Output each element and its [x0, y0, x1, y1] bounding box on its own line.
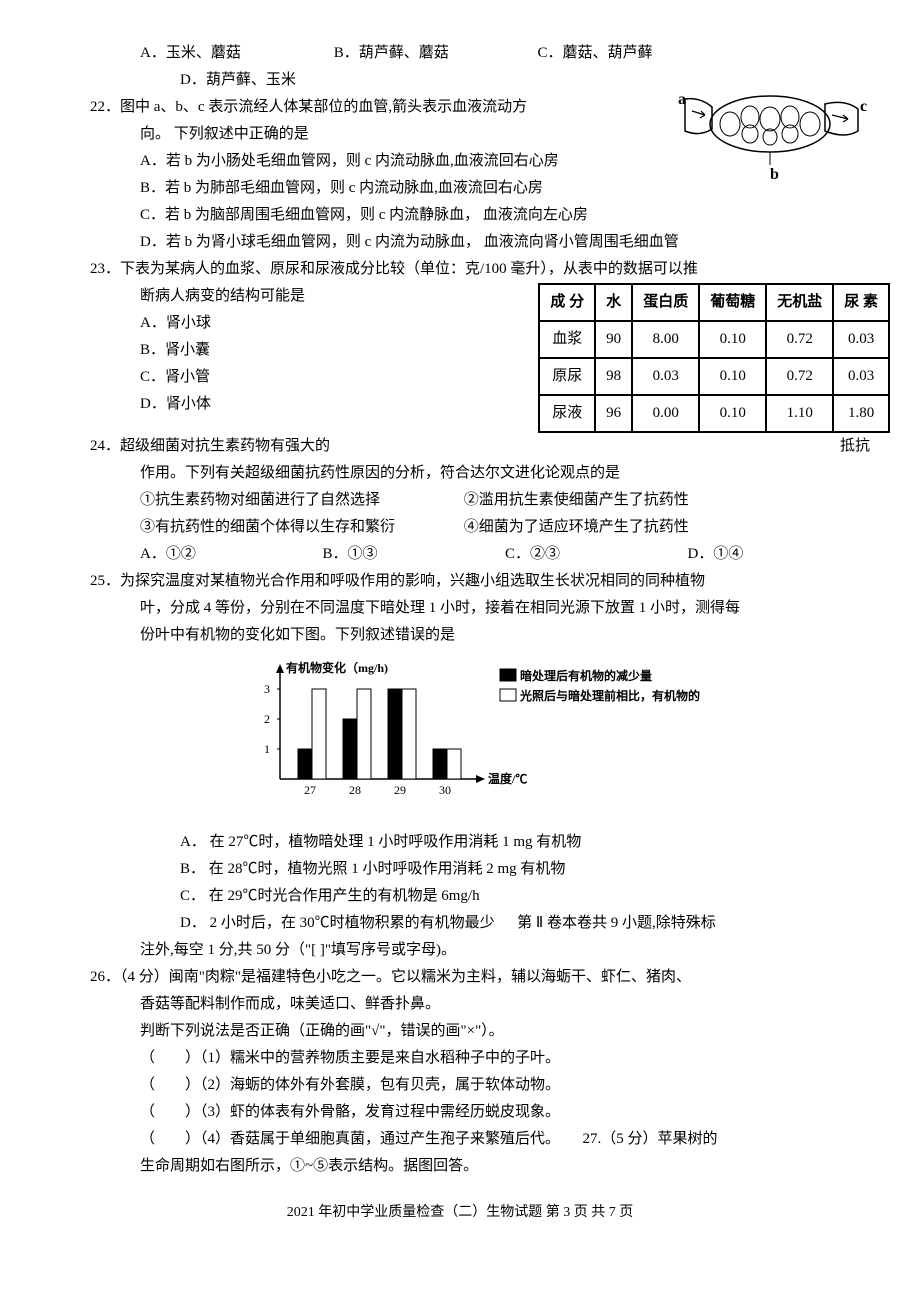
- q25-opt-b: B． 在 28℃时，植物光照 1 小时呼吸作用消耗 2 mg 有机物: [50, 856, 870, 883]
- q25-opt-d: D． 2 小时后，在 30℃时植物积累的有机物最少: [180, 915, 495, 931]
- cell: 尿液: [539, 395, 595, 432]
- q25-stem2: 叶，分成 4 等份，分别在不同温度下暗处理 1 小时，接着在相同光源下放置 1 …: [50, 595, 870, 622]
- svg-text:2: 2: [264, 712, 270, 726]
- svg-text:30: 30: [439, 783, 451, 797]
- legend1: 暗处理后有机物的减少量: [520, 668, 652, 683]
- table-row: 成 分 水 蛋白质 葡萄糖 无机盐 尿 素: [539, 284, 889, 321]
- q22-opt-d: D．若 b 为肾小球毛细血管网，则 c 内流为动脉血， 血液流向肾小管周围毛细血…: [50, 229, 870, 256]
- q24: 24．超级细菌对抗生素药物有强大的 抵抗 作用。下列有关超级细菌抗药性原因的分析…: [50, 433, 870, 568]
- cell: 0.10: [699, 321, 766, 358]
- svg-text:29: 29: [394, 783, 406, 797]
- q26-item3: （3）虾的体表有外骨骼，发育过程中需经历蜕皮现象。: [200, 1104, 560, 1120]
- cell: 0.03: [632, 358, 699, 395]
- chart-xlabel: 温度/℃: [488, 771, 527, 786]
- blank: （ ）: [140, 1104, 200, 1120]
- q26-stem1: （4 分）闽南"肉粽"是福建特色小吃之一。它以糯米为主料，辅以海蛎干、虾仁、猪肉…: [120, 969, 691, 985]
- q23-stem1: 下表为某病人的血浆、原尿和尿液成分比较（单位：克/100 毫升），从表中的数据可…: [120, 261, 698, 277]
- q21-opt-a: A．玉米、蘑菇: [140, 40, 330, 67]
- section2-cont: 注外,每空 1 分,共 50 分（"[ ]"填写序号或字母)。: [50, 937, 870, 964]
- th-glucose: 葡萄糖: [699, 284, 766, 321]
- blank: （ ）: [140, 1077, 200, 1093]
- q24-item3: ③有抗药性的细菌个体得以生存和繁衍: [140, 514, 460, 541]
- th-protein: 蛋白质: [632, 284, 699, 321]
- q26-item1: （1）糯米中的营养物质主要是来自水稻种子中的子叶。: [200, 1050, 560, 1066]
- svg-text:27: 27: [304, 783, 316, 797]
- q24-stem1-tail: 抵抗: [840, 433, 870, 460]
- q22-stem1: 图中 a、b、c 表示流经人体某部位的血管,箭头表示血液流动方: [120, 99, 527, 115]
- q23-num: 23．: [90, 261, 120, 277]
- q25-stem1: 为探究温度对某植物光合作用和呼吸作用的影响，兴趣小组选取生长状况相同的同种植物: [120, 573, 705, 589]
- q27-cont: 生命周期如右图所示，①~⑤表示结构。据图回答。: [50, 1153, 870, 1180]
- q24-item1: ①抗生素药物对细菌进行了自然选择: [140, 487, 460, 514]
- q24-stem1: 超级细菌对抗生素药物有强大的: [120, 438, 330, 454]
- q25-opt-c: C． 在 29℃时光合作用产生的有机物是 6mg/h: [50, 883, 870, 910]
- q24-opt-a: A．①②: [140, 541, 323, 568]
- cell: 1.80: [833, 395, 889, 432]
- q24-opt-d: D．①④: [688, 541, 871, 568]
- diagram-22: a c b: [670, 89, 870, 194]
- q24-num: 24．: [90, 438, 120, 454]
- page-footer: 2021 年初中学业质量检查（二）生物试题 第 3 页 共 7 页: [50, 1200, 870, 1225]
- q25-num: 25．: [90, 573, 120, 589]
- table-row: 血浆 90 8.00 0.10 0.72 0.03: [539, 321, 889, 358]
- cell: 0.00: [632, 395, 699, 432]
- q24-item4: ④细菌为了适应环境产生了抗药性: [464, 519, 689, 535]
- q24-item2: ②滥用抗生素使细菌产生了抗药性: [464, 492, 689, 508]
- q26-stem2: 香菇等配料制作而成，味美适口、鲜香扑鼻。: [50, 991, 870, 1018]
- table-row: 原尿 98 0.03 0.10 0.72 0.03: [539, 358, 889, 395]
- cell: 0.10: [699, 395, 766, 432]
- cell: 90: [595, 321, 632, 358]
- q26-instruction: 判断下列说法是否正确（正确的画"√"，错误的画"×"）。: [50, 1018, 870, 1045]
- cell: 0.72: [766, 358, 833, 395]
- q27-start: 27.（5 分）苹果树的: [583, 1131, 718, 1147]
- cell: 原尿: [539, 358, 595, 395]
- cell: 0.03: [833, 321, 889, 358]
- section2-intro: 第 Ⅱ 卷本卷共 9 小题,除特殊标: [517, 915, 716, 931]
- q21-opt-b: B．葫芦藓、蘑菇: [334, 40, 534, 67]
- cell: 1.10: [766, 395, 833, 432]
- svg-text:3: 3: [264, 682, 270, 696]
- chart-25: 有机物变化（mg/h) 温度/℃ 1 2 3 27 28 29 30: [50, 659, 870, 819]
- q23: 23．下表为某病人的血浆、原尿和尿液成分比较（单位：克/100 毫升），从表中的…: [50, 256, 870, 433]
- q26: 26．（4 分）闽南"肉粽"是福建特色小吃之一。它以糯米为主料，辅以海蛎干、虾仁…: [50, 964, 870, 1180]
- blank: （ ）: [140, 1131, 200, 1147]
- q26-item4: （4）香菇属于单细胞真菌，通过产生孢子来繁殖后代。: [200, 1131, 560, 1147]
- q22-opt-c: C．若 b 为脑部周围毛细血管网，则 c 内流静脉血， 血液流向左心房: [50, 202, 870, 229]
- cell: 98: [595, 358, 632, 395]
- q24-opt-b: B．①③: [323, 541, 506, 568]
- svg-text:28: 28: [349, 783, 361, 797]
- q26-item2: （2）海蛎的体外有外套膜，包有贝壳，属于软体动物。: [200, 1077, 560, 1093]
- q21-opt-c: C．蘑菇、葫芦藓: [538, 40, 653, 67]
- legend2: 光照后与暗处理前相比，有机物的增加量: [519, 688, 700, 703]
- q21-opt-d: D．葫芦藓、玉米: [180, 72, 296, 88]
- th-salt: 无机盐: [766, 284, 833, 321]
- q24-opt-c: C．②③: [505, 541, 688, 568]
- cell: 96: [595, 395, 632, 432]
- q24-stem2: 作用。下列有关超级细菌抗药性原因的分析，符合达尔文进化论观点的是: [50, 460, 870, 487]
- cell: 0.03: [833, 358, 889, 395]
- th-urea: 尿 素: [833, 284, 889, 321]
- diagram-label-b: b: [770, 166, 779, 183]
- th-component: 成 分: [539, 284, 595, 321]
- cell: 血浆: [539, 321, 595, 358]
- diagram-label-c: c: [860, 98, 867, 115]
- q25-opt-a: A． 在 27℃时，植物暗处理 1 小时呼吸作用消耗 1 mg 有机物: [50, 829, 870, 856]
- table-23: 成 分 水 蛋白质 葡萄糖 无机盐 尿 素 血浆 90 8.00 0.10 0.…: [538, 283, 890, 433]
- q25-stem3: 份叶中有机物的变化如下图。下列叙述错误的是: [50, 622, 870, 649]
- cell: 8.00: [632, 321, 699, 358]
- q25: 25．为探究温度对某植物光合作用和呼吸作用的影响，兴趣小组选取生长状况相同的同种…: [50, 568, 870, 964]
- q21-options-row1: A．玉米、蘑菇 B．葫芦藓、蘑菇 C．蘑菇、葫芦藓: [50, 40, 870, 67]
- q26-num: 26．: [90, 969, 120, 985]
- q22-num: 22．: [90, 99, 120, 115]
- th-water: 水: [595, 284, 632, 321]
- svg-text:1: 1: [264, 742, 270, 756]
- cell: 0.10: [699, 358, 766, 395]
- cell: 0.72: [766, 321, 833, 358]
- chart-ylabel: 有机物变化（mg/h): [286, 660, 388, 675]
- blank: （ ）: [140, 1050, 200, 1066]
- table-row: 尿液 96 0.00 0.10 1.10 1.80: [539, 395, 889, 432]
